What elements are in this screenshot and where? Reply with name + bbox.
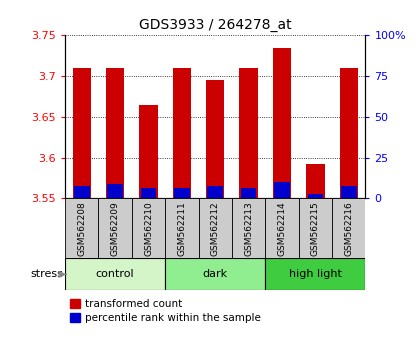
Bar: [241, 188, 257, 198]
Bar: [273, 47, 291, 198]
Bar: [206, 80, 224, 198]
Bar: [108, 184, 123, 198]
Text: stress: stress: [31, 269, 63, 279]
Bar: [165, 258, 265, 290]
Text: GSM562208: GSM562208: [77, 201, 86, 256]
Bar: [307, 194, 323, 198]
Bar: [299, 198, 332, 258]
Text: GSM562213: GSM562213: [244, 201, 253, 256]
Legend: transformed count, percentile rank within the sample: transformed count, percentile rank withi…: [70, 299, 261, 323]
Text: high light: high light: [289, 269, 342, 279]
Title: GDS3933 / 264278_at: GDS3933 / 264278_at: [139, 18, 291, 32]
Bar: [265, 258, 365, 290]
Bar: [265, 198, 299, 258]
Text: GSM562215: GSM562215: [311, 201, 320, 256]
Bar: [174, 188, 190, 198]
Bar: [199, 198, 232, 258]
Bar: [239, 68, 258, 198]
Bar: [106, 68, 124, 198]
Text: GSM562211: GSM562211: [177, 201, 186, 256]
Text: GSM562212: GSM562212: [211, 201, 220, 256]
Text: GSM562210: GSM562210: [144, 201, 153, 256]
Text: dark: dark: [203, 269, 228, 279]
Bar: [274, 182, 290, 198]
Bar: [139, 104, 158, 198]
Bar: [207, 186, 223, 198]
Bar: [65, 258, 165, 290]
Bar: [332, 198, 365, 258]
Bar: [98, 198, 132, 258]
Bar: [306, 164, 325, 198]
Bar: [339, 68, 358, 198]
Bar: [341, 186, 357, 198]
Bar: [141, 188, 156, 198]
Bar: [73, 68, 91, 198]
Bar: [132, 198, 165, 258]
Bar: [74, 186, 89, 198]
Text: GSM562216: GSM562216: [344, 201, 353, 256]
Bar: [232, 198, 265, 258]
Bar: [65, 198, 98, 258]
Bar: [173, 68, 191, 198]
Text: GSM562214: GSM562214: [278, 201, 286, 256]
Text: control: control: [96, 269, 134, 279]
Bar: [165, 198, 199, 258]
Text: GSM562209: GSM562209: [110, 201, 120, 256]
